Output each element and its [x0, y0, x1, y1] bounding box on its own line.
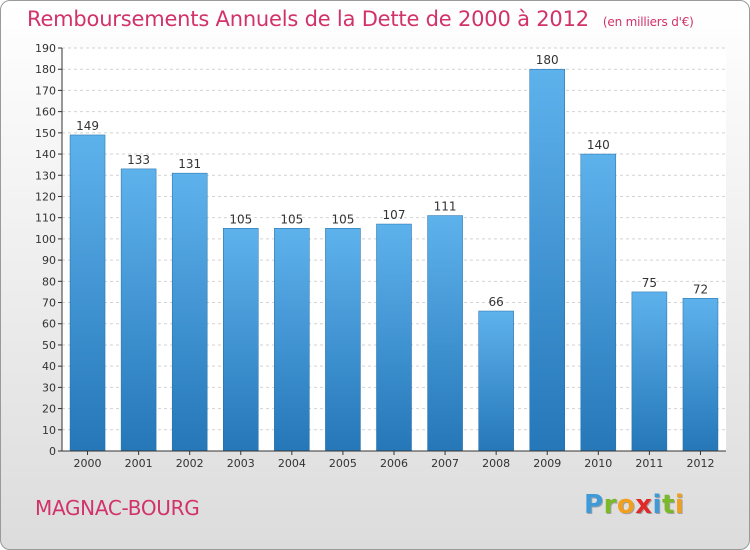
- bar: [631, 291, 668, 452]
- bar: [376, 223, 412, 452]
- y-tick-label: 10: [42, 424, 56, 437]
- y-tick-label: 80: [42, 275, 56, 288]
- bar-value-label: 111: [434, 200, 457, 214]
- bar-value-label: 105: [280, 212, 303, 226]
- y-tick-label: 170: [35, 84, 56, 97]
- y-tick-labels: 0 10 20 30 40 50 60 70 80 90 100 110 120 130 140 150 160…: [35, 42, 62, 458]
- x-tick-label: 2012: [686, 457, 714, 470]
- bar-value-label: 72: [693, 282, 708, 296]
- x-tick-label: 2010: [584, 457, 612, 470]
- x-tick-label: 2006: [380, 457, 408, 470]
- x-tick-label: 2002: [176, 457, 204, 470]
- bar: [529, 68, 565, 452]
- proxiti-logo[interactable]: Proxiti: [584, 490, 684, 520]
- bar: [69, 134, 106, 452]
- x-tick-label: 2011: [635, 457, 663, 470]
- chart-unit: (en milliers d'€): [602, 15, 694, 29]
- chart-title-block: Remboursements Annuels de la Dette de 20…: [27, 7, 694, 31]
- y-tick-label: 160: [35, 106, 56, 119]
- bar-value-label: 105: [229, 212, 252, 226]
- x-tick-label: 2003: [227, 457, 255, 470]
- y-tick-label: 150: [35, 127, 56, 140]
- y-tick-label: 120: [35, 190, 56, 203]
- y-tick-label: 40: [42, 360, 56, 373]
- chart-title: Remboursements Annuels de la Dette de 20…: [27, 7, 589, 31]
- x-tick-label: 2001: [125, 457, 153, 470]
- logo-letter: o: [616, 490, 636, 520]
- y-tick-label: 180: [35, 63, 56, 76]
- y-tick-label: 190: [35, 42, 56, 55]
- logo-letter: P: [584, 490, 604, 520]
- y-tick-label: 0: [49, 445, 56, 458]
- bar-value-label: 107: [383, 208, 406, 222]
- logo-letter: t: [661, 490, 675, 520]
- bar: [274, 228, 310, 452]
- bar: [325, 228, 361, 452]
- logo-letter: i: [652, 490, 662, 520]
- y-tick-label: 50: [42, 339, 56, 352]
- bars: [69, 68, 719, 452]
- bar-value-label: 140: [587, 138, 610, 152]
- logo-letter: i: [674, 490, 685, 520]
- y-tick-label: 20: [42, 403, 56, 416]
- bar-value-label: 75: [642, 276, 657, 290]
- commune-name: MAGNAC-BOURG: [35, 496, 200, 520]
- x-tick-label: 2004: [278, 457, 306, 470]
- bar: [682, 298, 719, 452]
- bar-value-label: 180: [536, 53, 559, 67]
- bar: [223, 228, 259, 452]
- bar-value-label: 133: [127, 153, 150, 167]
- bar: [120, 168, 157, 452]
- y-tick-label: 30: [42, 381, 56, 394]
- x-tick-label: 2009: [533, 457, 561, 470]
- y-tick-label: 100: [35, 233, 56, 246]
- bar-value-label: 66: [489, 295, 504, 309]
- y-tick-label: 130: [35, 169, 56, 182]
- y-tick-label: 60: [42, 318, 56, 331]
- x-tick-label: 2005: [329, 457, 357, 470]
- y-tick-label: 70: [42, 297, 56, 310]
- y-tick-label: 90: [42, 254, 56, 267]
- bar: [478, 310, 514, 452]
- value-labels: 149 133 131 105 105 105 107 111 66 180 140 75 72: [76, 53, 708, 309]
- bar: [580, 153, 617, 452]
- x-tick-labels: 2000 2001 2002 2003 2004 2005 2006 2007 2008 2009…: [74, 451, 714, 470]
- logo-letter: r: [603, 490, 617, 520]
- y-tick-label: 110: [35, 212, 56, 225]
- bar: [171, 172, 208, 452]
- logo-letter: x: [635, 490, 653, 520]
- bar-value-label: 105: [331, 212, 354, 226]
- x-tick-label: 2007: [431, 457, 459, 470]
- x-tick-label: 2000: [74, 457, 102, 470]
- bar: [427, 215, 463, 452]
- bar-value-label: 131: [178, 157, 201, 171]
- bar-value-label: 149: [76, 119, 99, 133]
- x-tick-label: 2008: [482, 457, 510, 470]
- y-tick-label: 140: [35, 148, 56, 161]
